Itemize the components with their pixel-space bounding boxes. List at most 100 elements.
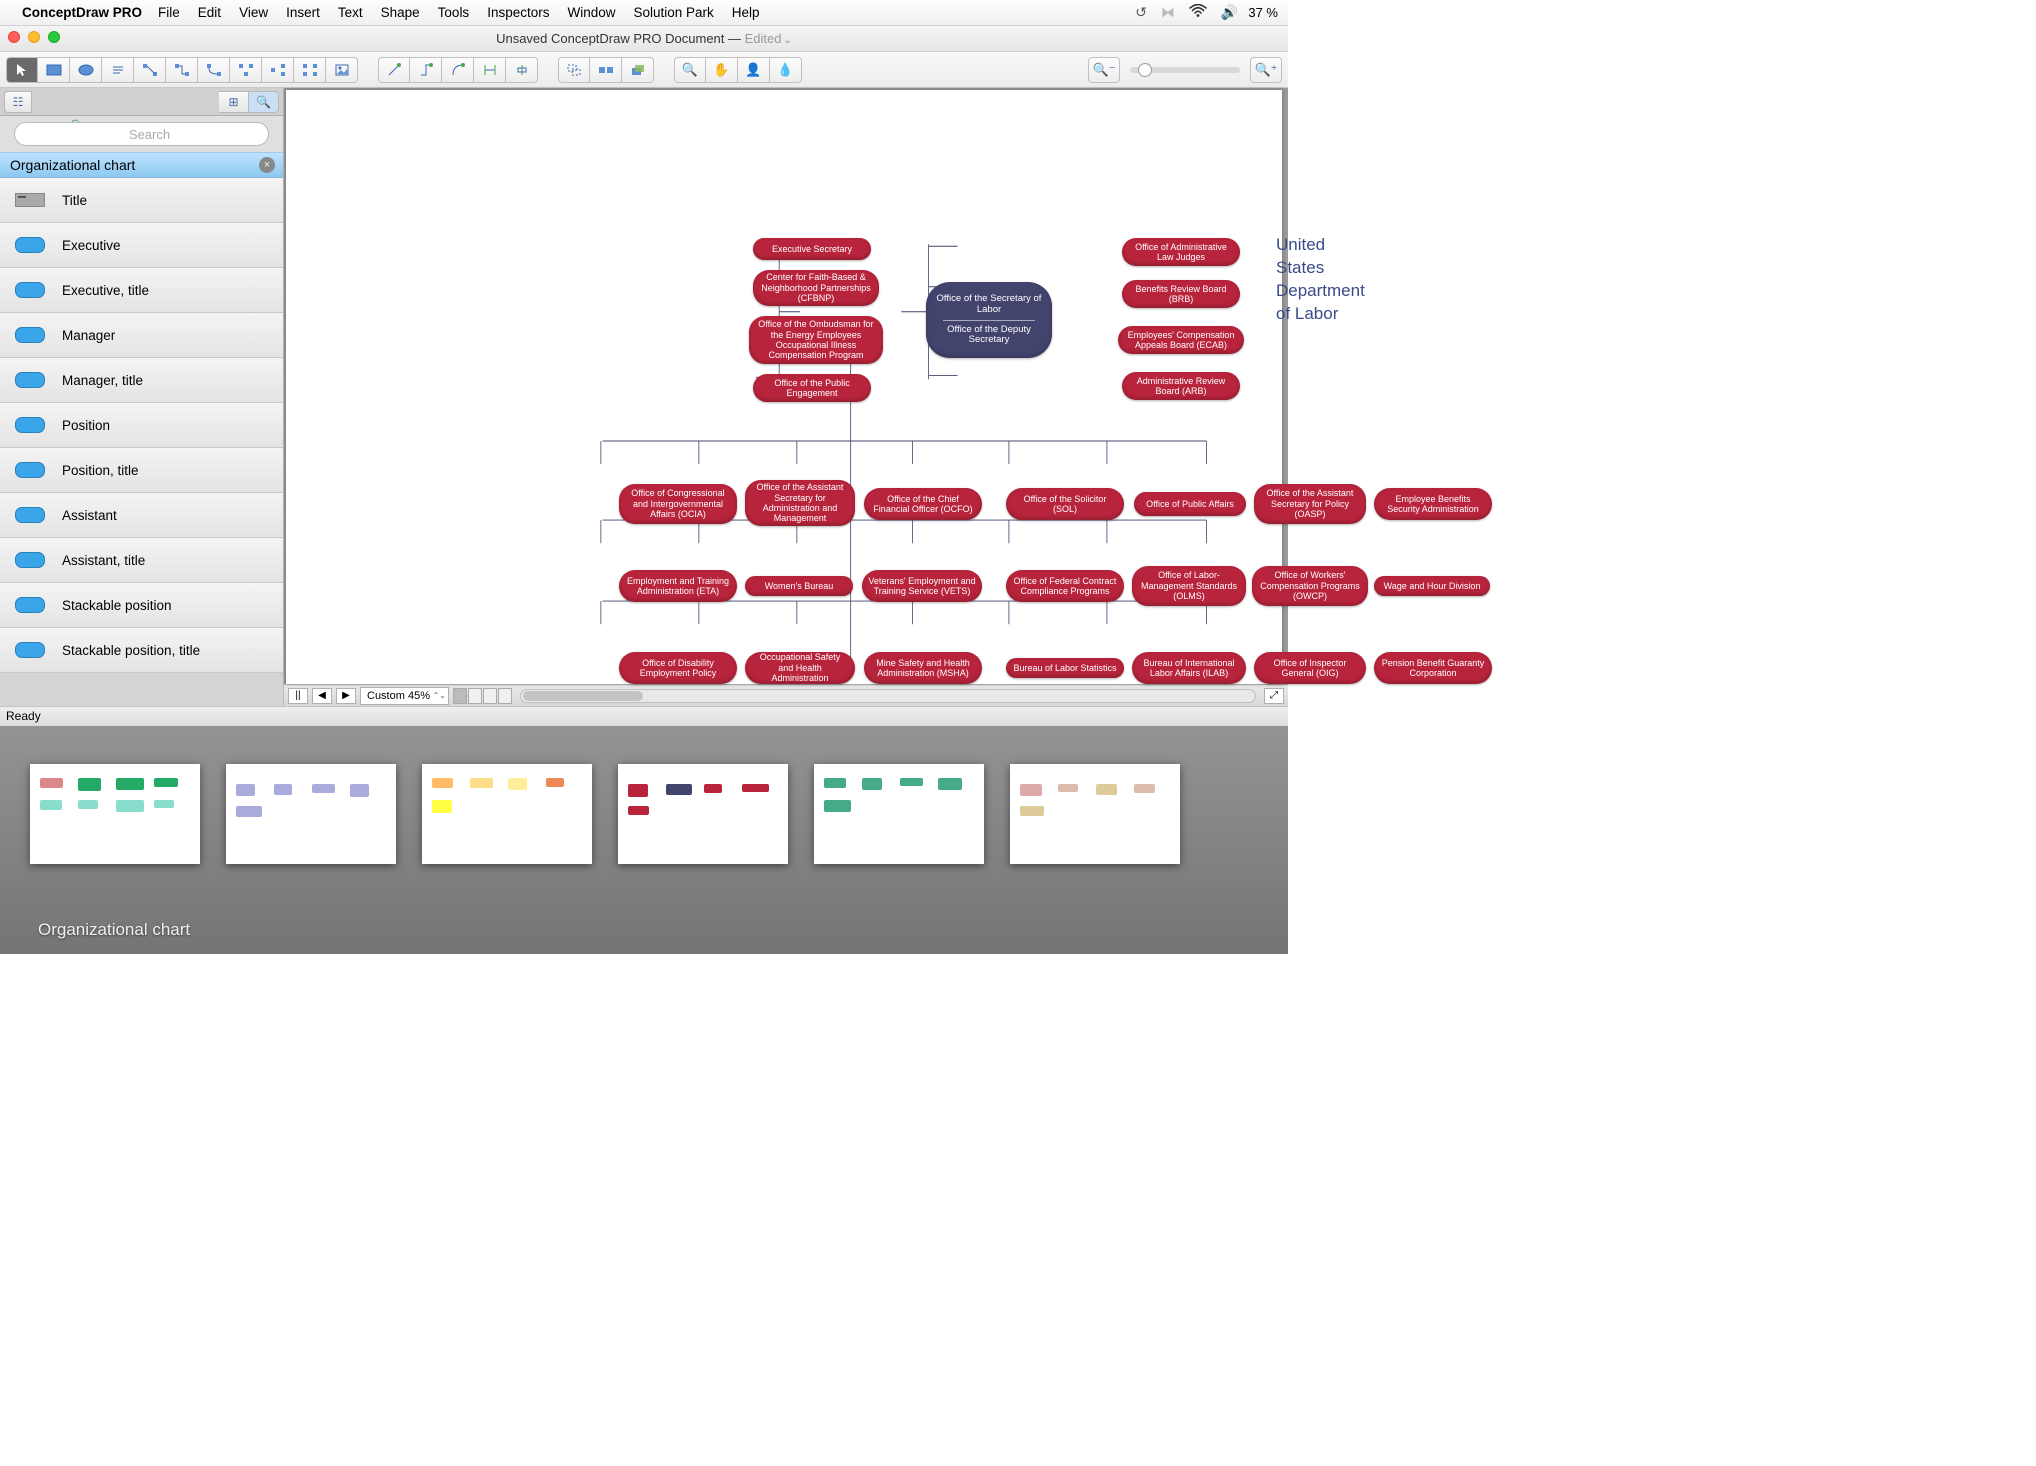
close-section-icon[interactable]: × <box>259 157 275 173</box>
org-node[interactable]: Veterans' Employment and Training Servic… <box>862 570 982 602</box>
org-node[interactable]: Office of the Assistant Secretary for Ad… <box>745 480 855 526</box>
maximize-button[interactable] <box>48 31 60 43</box>
connector4-button[interactable] <box>230 57 262 83</box>
ellipse-tool-button[interactable] <box>70 57 102 83</box>
pause-button[interactable]: || <box>288 688 308 704</box>
zoom-out-button[interactable]: 🔍⁻ <box>1088 57 1120 83</box>
zoom-in-button[interactable]: 🔍⁺ <box>1250 57 1282 83</box>
sidebar-tab-search[interactable]: 🔍 <box>249 91 279 113</box>
connector6-button[interactable] <box>294 57 326 83</box>
gallery-thumb[interactable] <box>618 764 788 864</box>
org-node[interactable]: Benefits Review Board (BRB) <box>1122 280 1240 308</box>
connector5-button[interactable] <box>262 57 294 83</box>
org-node[interactable]: Office of the Ombudsman for the Energy E… <box>749 316 883 364</box>
org-node[interactable]: Office of Disability Employment Policy <box>619 652 737 684</box>
menu-tools[interactable]: Tools <box>438 5 470 20</box>
volume-icon[interactable]: 🔊 <box>1221 4 1238 21</box>
menu-edit[interactable]: Edit <box>198 5 221 20</box>
shape-item[interactable]: Stackable position, title <box>0 628 283 673</box>
org-node[interactable]: Employee Benefits Security Administratio… <box>1374 488 1492 520</box>
gallery-thumb[interactable] <box>422 764 592 864</box>
menu-shape[interactable]: Shape <box>381 5 420 20</box>
org-node[interactable]: Office of Administrative Law Judges <box>1122 238 1240 266</box>
shape-item[interactable]: Position <box>0 403 283 448</box>
org-node[interactable]: Executive Secretary <box>753 238 871 260</box>
org-node[interactable]: Employment and Training Administration (… <box>619 570 737 602</box>
distribute-tool-button[interactable] <box>506 57 538 83</box>
org-node[interactable]: Office of Public Affairs <box>1134 492 1246 516</box>
bluetooth-icon[interactable]: ⧓ <box>1161 4 1175 21</box>
org-node[interactable]: Office of Labor-Management Standards (OL… <box>1132 566 1246 606</box>
shape-search-input[interactable] <box>14 122 269 146</box>
pan-button[interactable]: ✋ <box>706 57 738 83</box>
menu-inspectors[interactable]: Inspectors <box>487 5 549 20</box>
shape-item[interactable]: Stackable position <box>0 583 283 628</box>
drawing-canvas[interactable]: Office of the Secretary of LaborOffice o… <box>286 90 1282 684</box>
connector3-button[interactable] <box>198 57 230 83</box>
sidebar-tab-grid[interactable]: ⊞ <box>219 91 249 113</box>
zoom-readout[interactable]: Custom 45% <box>360 687 449 705</box>
battery-percent[interactable]: 37 % <box>1248 5 1278 20</box>
org-node[interactable]: Bureau of International Labor Affairs (I… <box>1132 652 1246 684</box>
menu-view[interactable]: View <box>239 5 268 20</box>
org-node[interactable]: Office of Inspector General (OIG) <box>1254 652 1366 684</box>
connector2-button[interactable] <box>166 57 198 83</box>
org-node[interactable]: Bureau of Labor Statistics <box>1006 658 1124 678</box>
line-tool3-button[interactable] <box>442 57 474 83</box>
menu-text[interactable]: Text <box>338 5 363 20</box>
gallery-thumb[interactable] <box>814 764 984 864</box>
menu-solution-park[interactable]: Solution Park <box>633 5 713 20</box>
sidebar-tab-tree[interactable]: ☷ <box>4 91 32 113</box>
fit-button[interactable]: ⤢ <box>1264 688 1284 704</box>
line-tool1-button[interactable] <box>378 57 410 83</box>
close-button[interactable] <box>8 31 20 43</box>
shape-item[interactable]: Assistant, title <box>0 538 283 583</box>
connector1-button[interactable] <box>134 57 166 83</box>
text-tool-button[interactable] <box>102 57 134 83</box>
org-node[interactable]: Office of the Solicitor (SOL) <box>1006 488 1124 520</box>
org-node[interactable]: Women's Bureau <box>745 576 853 596</box>
shape-item[interactable]: Executive <box>0 223 283 268</box>
menu-file[interactable]: File <box>158 5 180 20</box>
eyedropper-button[interactable]: 💧 <box>770 57 802 83</box>
org-node[interactable]: Employees' Compensation Appeals Board (E… <box>1118 326 1244 354</box>
menu-insert[interactable]: Insert <box>286 5 320 20</box>
gallery-thumb[interactable] <box>226 764 396 864</box>
person-button[interactable]: 👤 <box>738 57 770 83</box>
zoom-button[interactable]: 🔍 <box>674 57 706 83</box>
gallery-thumb[interactable] <box>30 764 200 864</box>
org-node[interactable]: Office of the Public Engagement <box>753 374 871 402</box>
org-node[interactable]: Center for Faith-Based & Neighborhood Pa… <box>753 270 879 306</box>
shape-item[interactable]: Title <box>0 178 283 223</box>
org-node[interactable]: Office of Congressional and Intergovernm… <box>619 484 737 524</box>
org-node[interactable]: Office of the Assistant Secretary for Po… <box>1254 484 1366 524</box>
menu-help[interactable]: Help <box>732 5 760 20</box>
layers-button[interactable] <box>622 57 654 83</box>
shape-item[interactable]: Manager <box>0 313 283 358</box>
org-node[interactable]: Office of the Chief Financial Officer (O… <box>864 488 982 520</box>
wifi-icon[interactable] <box>1189 4 1207 21</box>
next-page-button[interactable]: ▶ <box>336 688 356 704</box>
shape-section-header[interactable]: Organizational chart × <box>0 152 283 178</box>
image-tool-button[interactable] <box>326 57 358 83</box>
org-node[interactable]: Occupational Safety and Health Administr… <box>745 652 855 684</box>
shape-item[interactable]: Position, title <box>0 448 283 493</box>
org-node[interactable]: Office of the Secretary of LaborOffice o… <box>926 282 1052 358</box>
org-node[interactable]: Pension Benefit Guaranty Corporation <box>1374 652 1492 684</box>
select-tool-button[interactable] <box>6 57 38 83</box>
timemachine-icon[interactable]: ↺ <box>1135 4 1147 21</box>
page-thumbs[interactable] <box>453 688 512 704</box>
zoom-slider[interactable] <box>1130 67 1240 73</box>
org-node[interactable]: Administrative Review Board (ARB) <box>1122 372 1240 400</box>
app-name[interactable]: ConceptDraw PRO <box>22 5 142 20</box>
rect-tool-button[interactable] <box>38 57 70 83</box>
group-button[interactable] <box>558 57 590 83</box>
org-node[interactable]: Office of Workers' Compensation Programs… <box>1252 566 1368 606</box>
shape-item[interactable]: Manager, title <box>0 358 283 403</box>
minimize-button[interactable] <box>28 31 40 43</box>
align-tool-button[interactable] <box>474 57 506 83</box>
line-tool2-button[interactable] <box>410 57 442 83</box>
org-node[interactable]: Mine Safety and Health Administration (M… <box>864 652 982 684</box>
shape-item[interactable]: Assistant <box>0 493 283 538</box>
org-node[interactable]: Office of Federal Contract Compliance Pr… <box>1006 570 1124 602</box>
